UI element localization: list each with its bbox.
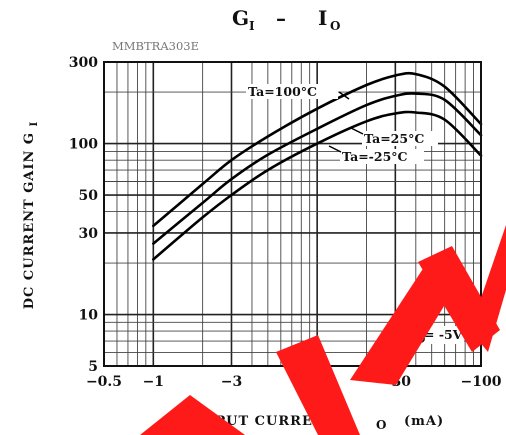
vo-annotation-value: = -5V <box>424 327 463 342</box>
curve-ta-25c <box>152 92 483 245</box>
y-axis-label: DC CURRENT GAIN G I <box>22 121 40 309</box>
y-tick-label: 5 <box>88 359 98 375</box>
series-label-25c: Ta=25°C <box>364 131 424 146</box>
x-axis-label-subscript: O <box>376 418 386 432</box>
series-label-100c: Ta=100°C <box>248 84 317 99</box>
curve-ta-100c <box>152 71 483 228</box>
watermark-stroke-5 <box>470 225 506 352</box>
y-tick-label: 30 <box>79 226 99 242</box>
y-tick-label: 50 <box>79 188 99 204</box>
curve-ta-minus25c <box>152 110 483 261</box>
curves <box>152 71 483 261</box>
series-label-bg <box>340 149 424 164</box>
title-i: I <box>318 6 327 30</box>
title-g-subscript: I <box>249 19 255 33</box>
x-tick-label: −1 <box>143 374 164 390</box>
leader-line-minus25c <box>328 145 342 153</box>
series-label-bg <box>362 131 438 146</box>
x-tick-label: −3 <box>221 374 242 390</box>
x-tick-label: −0.5 <box>86 374 122 390</box>
leader-line-25c <box>350 127 364 135</box>
part-number-label: MMBTRA303E <box>112 39 199 53</box>
series-labels: Ta=100°C Ta=25°C Ta=-25°C <box>246 84 438 164</box>
watermark <box>140 225 506 435</box>
chart-title: G I – I O <box>232 6 340 33</box>
y-tick-label: 300 <box>69 55 98 71</box>
y-tick-label: 10 <box>79 308 99 324</box>
x-axis-label-unit: (mA) <box>404 414 444 429</box>
y-axis-label-main: DC CURRENT GAIN G <box>22 132 37 309</box>
title-i-subscript: O <box>330 19 340 33</box>
leader-line-100c <box>338 91 350 100</box>
series-label-bg <box>246 84 338 99</box>
watermark-stroke-1 <box>140 395 245 435</box>
title-dash: – <box>276 6 286 30</box>
y-tick-label: 100 <box>69 137 98 153</box>
title-g: G <box>232 6 249 30</box>
y-axis-label-text: DC CURRENT GAIN G I <box>22 121 40 309</box>
y-axis-label-subscript: I <box>29 121 40 127</box>
watermark-stroke-2 <box>276 335 360 435</box>
x-tick-label: −100 <box>461 374 502 390</box>
series-label-minus25c: Ta=-25°C <box>342 149 408 164</box>
